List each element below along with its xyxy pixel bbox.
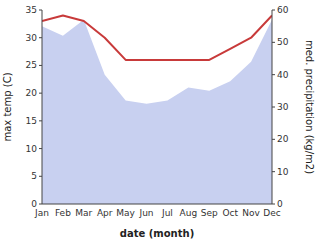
y2-axis-title: med. precipitation (kg/m2): [304, 40, 315, 174]
y-tick-label: 10: [26, 144, 38, 154]
plot-area: [42, 16, 272, 204]
y2-tick-label: 60: [277, 5, 289, 15]
precipitation-area: [42, 20, 272, 204]
chart: 051015202530350102030405060JanFebMarAprM…: [0, 0, 318, 247]
y-tick: [39, 37, 42, 38]
x-tick-label: Mar: [75, 208, 92, 218]
y-tick: [39, 148, 42, 149]
y-tick-label: 30: [26, 33, 38, 43]
y2-tick: [272, 171, 275, 172]
x-tick-label: Jan: [34, 208, 49, 218]
x-tick-label: Sep: [201, 208, 218, 218]
y-tick-label: 20: [26, 88, 38, 98]
x-tick-label: Apr: [97, 208, 113, 218]
y-tick-label: 5: [31, 171, 37, 181]
x-tick-label: Aug: [180, 208, 198, 218]
x-tick-label: Jul: [161, 208, 173, 218]
y-axis-title: max temp (C): [2, 72, 13, 141]
y2-tick-label: 40: [277, 70, 289, 80]
x-axis-title: date (month): [120, 228, 194, 239]
y-tick-label: 15: [26, 116, 37, 126]
y2-tick: [272, 10, 275, 11]
x-tick-label: Oct: [222, 208, 238, 218]
y-tick: [39, 176, 42, 177]
x-axis-line: [42, 204, 272, 205]
y-tick-label: 25: [26, 60, 37, 70]
y2-tick-label: 20: [277, 134, 289, 144]
x-tick-label: Nov: [242, 208, 260, 218]
y2-tick-label: 30: [277, 102, 289, 112]
x-tick-label: Jun: [139, 208, 154, 218]
y-tick: [39, 93, 42, 94]
y-axis-line: [42, 10, 43, 204]
x-tick-label: Feb: [55, 208, 71, 218]
x-tick-label: Dec: [263, 208, 280, 218]
y2-tick: [272, 139, 275, 140]
y-tick: [39, 120, 42, 121]
temperature-line: [42, 16, 272, 60]
y2-tick: [272, 204, 275, 205]
y-tick-label: 35: [26, 5, 37, 15]
y2-tick: [272, 42, 275, 43]
y2-tick-label: 10: [277, 167, 289, 177]
y2-tick: [272, 107, 275, 108]
y-tick: [39, 10, 42, 11]
y-tick: [39, 204, 42, 205]
x-tick-label: May: [116, 208, 135, 218]
y2-tick: [272, 74, 275, 75]
y2-tick-label: 50: [277, 37, 289, 47]
y-tick: [39, 65, 42, 66]
